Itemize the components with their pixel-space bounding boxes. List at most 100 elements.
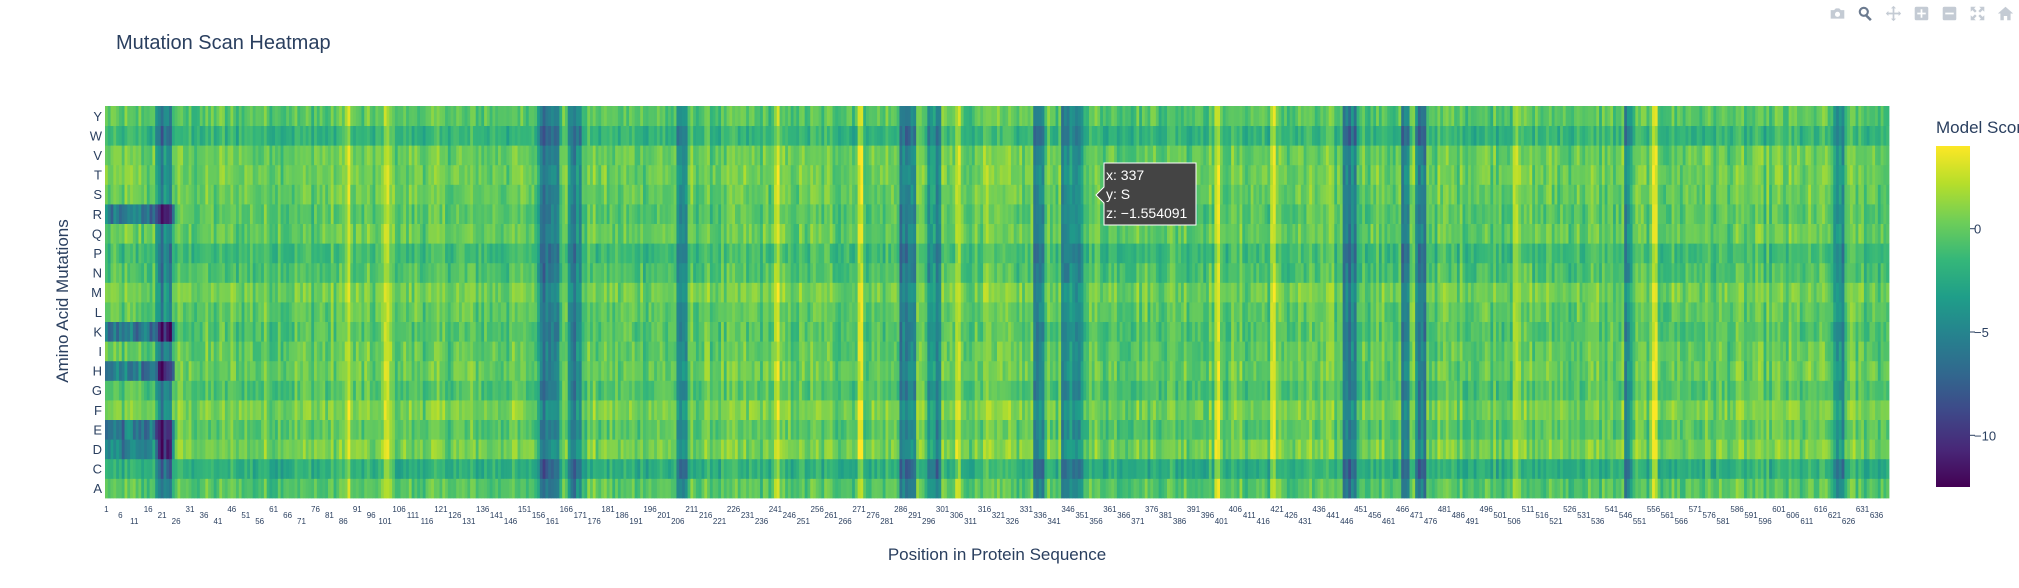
heatmap-cell[interactable] [1038,478,1042,499]
heatmap-cell[interactable] [1844,439,1848,460]
heatmap-cell[interactable] [659,419,663,440]
heatmap-cell[interactable] [1744,380,1748,401]
heatmap-cell[interactable] [1654,458,1659,479]
heatmap-cell[interactable] [966,400,970,420]
heatmap-cell[interactable] [227,341,231,362]
heatmap-cell[interactable] [732,458,736,479]
heatmap-cell[interactable] [891,400,895,420]
heatmap-cell[interactable] [879,439,884,460]
heatmap-cell[interactable] [330,360,334,381]
heatmap-cell[interactable] [1013,380,1017,401]
heatmap-cell[interactable] [1189,478,1193,499]
heatmap-cell[interactable] [1320,478,1324,499]
heatmap-cell[interactable] [673,341,677,362]
heatmap-cell[interactable] [813,439,817,460]
heatmap-cell[interactable] [974,478,978,499]
heatmap-cell[interactable] [1119,360,1123,381]
heatmap-cell[interactable] [885,341,889,362]
heatmap-cell[interactable] [1058,360,1062,381]
heatmap-cell[interactable] [1534,400,1539,420]
heatmap-cell[interactable] [1543,439,1547,460]
heatmap-cell[interactable] [1763,360,1767,381]
heatmap-cell[interactable] [1189,360,1193,381]
heatmap-cell[interactable] [1066,478,1070,499]
heatmap-cell[interactable] [1122,419,1126,440]
heatmap-cell[interactable] [1130,458,1134,479]
heatmap-cell[interactable] [1613,419,1617,440]
heatmap-cell[interactable] [587,419,591,440]
heatmap-cell[interactable] [1440,478,1444,499]
heatmap-cell[interactable] [1479,419,1483,440]
heatmap-cell[interactable] [411,478,415,499]
heatmap-cell[interactable] [1222,439,1226,460]
heatmap-cell[interactable] [1836,360,1840,381]
heatmap-cell[interactable] [1267,478,1271,499]
heatmap-cell[interactable] [1320,380,1324,401]
heatmap-cell[interactable] [938,380,942,401]
heatmap-cell[interactable] [980,478,984,499]
heatmap-cell[interactable] [1735,439,1739,460]
heatmap-cell[interactable] [807,419,811,440]
heatmap-cell[interactable] [1306,360,1310,381]
heatmap-cell[interactable] [1593,478,1597,499]
heatmap-cell[interactable] [511,439,516,460]
heatmap-cell[interactable] [1702,478,1706,499]
heatmap-cell[interactable] [1696,360,1700,381]
heatmap-cell[interactable] [885,458,889,479]
heatmap-cell[interactable] [985,380,990,401]
heatmap-cell[interactable] [297,458,301,479]
heatmap-cell[interactable] [1632,478,1636,499]
heatmap-cell[interactable] [1136,380,1140,401]
heatmap-cell[interactable] [913,341,917,362]
heatmap-cell[interactable] [1303,439,1307,460]
heatmap-cell[interactable] [796,380,800,401]
heatmap-cell[interactable] [1239,360,1243,381]
heatmap-cell[interactable] [1735,419,1739,440]
heatmap-cell[interactable] [216,341,220,362]
heatmap-cell[interactable] [1116,360,1121,381]
heatmap-cell[interactable] [1214,341,1218,362]
heatmap-cell[interactable] [509,478,513,499]
heatmap-cell[interactable] [1178,478,1182,499]
heatmap-cell[interactable] [1718,380,1723,401]
heatmap-cell[interactable] [938,458,942,479]
heatmap-cell[interactable] [1543,341,1547,362]
heatmap-cell[interactable] [1033,419,1037,440]
heatmap-cell[interactable] [481,360,485,381]
heatmap-cell[interactable] [935,458,939,479]
heatmap-cell[interactable] [1654,419,1659,440]
heatmap-cell[interactable] [1114,439,1118,460]
heatmap-cell[interactable] [130,380,134,401]
heatmap-cell[interactable] [330,458,334,479]
heatmap-cell[interactable] [1192,380,1196,401]
heatmap-cell[interactable] [1158,458,1162,479]
heatmap-cell[interactable] [280,341,284,362]
heatmap-cell[interactable] [601,439,605,460]
heatmap-cell[interactable] [517,439,521,460]
heatmap-cell[interactable] [1780,380,1784,401]
heatmap-cell[interactable] [191,419,195,440]
heatmap-cell[interactable] [288,439,293,460]
heatmap-cell[interactable] [1075,341,1079,362]
heatmap-cell[interactable] [1292,400,1296,420]
heatmap-cell[interactable] [1342,478,1346,499]
heatmap-cell[interactable] [1412,478,1416,499]
heatmap-cell[interactable] [1769,400,1773,420]
heatmap-cell[interactable] [1247,419,1252,440]
heatmap-cell[interactable] [1403,439,1408,460]
heatmap-cell[interactable] [1392,341,1397,362]
heatmap-cell[interactable] [355,360,360,381]
heatmap-cell[interactable] [1613,400,1617,420]
heatmap-cell[interactable] [205,360,209,381]
heatmap-cell[interactable] [236,419,240,440]
heatmap-cell[interactable] [210,439,215,460]
heatmap-cell[interactable] [648,360,652,381]
heatmap-cell[interactable] [1231,439,1235,460]
heatmap-cell[interactable] [765,400,769,420]
heatmap-cell[interactable] [854,360,859,381]
heatmap-cell[interactable] [1016,400,1020,420]
heatmap-cell[interactable] [801,400,806,420]
heatmap-cell[interactable] [977,439,981,460]
heatmap-cell[interactable] [400,458,404,479]
heatmap-cell[interactable] [835,380,839,401]
